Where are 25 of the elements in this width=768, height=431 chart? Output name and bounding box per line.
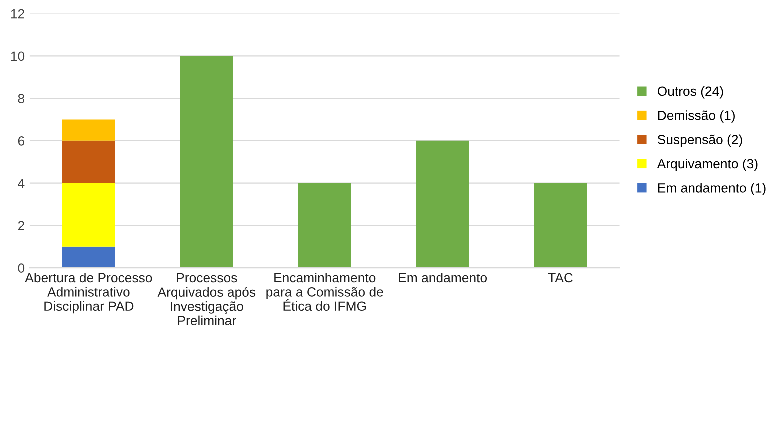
y-tick-label: 4 [18, 179, 25, 188]
bar [534, 183, 588, 268]
y-tick-label: 10 [11, 52, 25, 62]
bar [62, 246, 116, 268]
x-tick-label: Em andamento [399, 272, 488, 283]
bar [62, 183, 116, 247]
x-tick-label: TAC [548, 273, 573, 283]
x-tick-label: Abertura de Processo Administrativo Disciplinar PAD [25, 272, 152, 314]
legend-label: Demissão (1) [658, 110, 735, 123]
legend-label: Em andamento (1) [658, 183, 766, 196]
y-tick-label: 6 [18, 136, 25, 146]
y-tick-label: 8 [18, 94, 25, 104]
bar [62, 140, 116, 184]
bar [180, 56, 234, 268]
legend-label: Outros (24) [658, 86, 724, 99]
bar [62, 120, 116, 141]
bar [298, 183, 352, 268]
y-tick-label: 0 [18, 264, 25, 273]
y-tick-label: 12 [11, 9, 24, 19]
x-tick-label: Processos Arquivados após Investigação Preliminar [158, 273, 256, 326]
y-tick-label: 2 [18, 221, 24, 230]
legend-label: Arquivamento (3) [657, 158, 758, 172]
legend-label: Suspensão (2) [658, 134, 742, 148]
x-tick-label: Encaminhamento para a Comissão de Ética do IFMG [266, 272, 384, 312]
bar [416, 140, 470, 268]
